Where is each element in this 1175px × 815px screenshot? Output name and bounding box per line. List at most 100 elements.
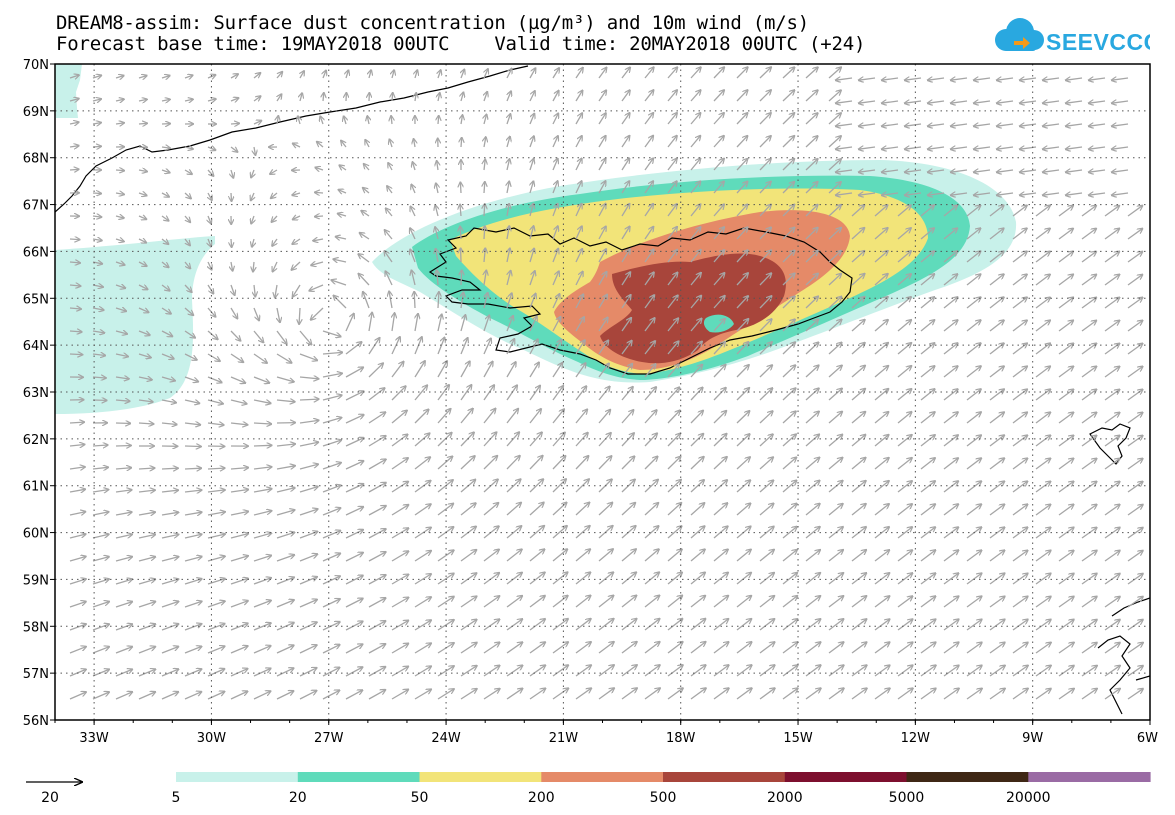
wind-arrow (943, 458, 958, 470)
wind-arrow (966, 643, 982, 654)
wind-arrow (736, 319, 748, 332)
wind-arrow (874, 343, 888, 355)
wind-arrow (828, 573, 843, 585)
wind-arrow (345, 342, 362, 355)
wind-arrow (598, 295, 607, 309)
wind-arrow (230, 468, 248, 469)
wind-arrow (759, 642, 775, 654)
dust-level-5-north-patch (55, 64, 82, 118)
wind-arrow (736, 688, 752, 700)
wind-arrow (207, 376, 222, 382)
wind-arrow (552, 136, 558, 148)
wind-arrow (386, 208, 393, 217)
wind-arrow (387, 186, 393, 194)
wind-arrow (920, 389, 935, 401)
wind-arrow (391, 621, 408, 631)
wind-arrow (989, 389, 1004, 401)
wind-arrow (974, 193, 991, 195)
wind-arrow (782, 319, 795, 332)
wind-arrow (782, 113, 794, 125)
wind-arrow (575, 272, 583, 286)
wind-arrow (230, 669, 248, 677)
wind-arrow (575, 317, 584, 332)
wind-arrow (437, 620, 454, 631)
wind-arrow (391, 505, 408, 516)
wind-arrow (322, 373, 342, 378)
wind-arrow (392, 93, 393, 102)
wind-arrow (437, 550, 454, 562)
legend-label: 5000 (889, 790, 925, 806)
wind-arrow (989, 228, 1004, 240)
wind-arrow (345, 553, 363, 562)
wind-arrow (690, 136, 700, 148)
lat-label: 65N (23, 292, 49, 307)
wind-arrow (1104, 505, 1120, 516)
wind-arrow (667, 503, 681, 516)
wind-arrow (1089, 78, 1106, 80)
wind-arrow (184, 601, 202, 608)
wind-arrow (828, 136, 841, 148)
wind-arrow (997, 170, 1014, 172)
wind-arrow (115, 216, 124, 218)
wind-arrow (759, 434, 773, 447)
wind-arrow (736, 113, 747, 125)
wind-arrow (828, 320, 842, 332)
wind-arrow (1127, 551, 1143, 562)
wind-arrow (805, 481, 820, 493)
wind-arrow (1127, 689, 1143, 700)
wind-arrow (276, 577, 294, 585)
wind-arrow (253, 73, 260, 79)
wind-arrow (989, 504, 1004, 516)
wind-arrow (989, 573, 1005, 585)
wind-arrow (437, 433, 452, 447)
wind-arrow (989, 435, 1004, 447)
wind-arrow (529, 386, 540, 401)
wind-arrow (293, 284, 301, 297)
wind-arrow (575, 113, 582, 125)
wind-arrow (460, 596, 477, 608)
wind-arrow (943, 666, 959, 677)
wind-arrow (414, 620, 431, 631)
wind-arrow (115, 579, 132, 585)
wind-arrow (1104, 252, 1119, 263)
wind-arrow (1112, 124, 1129, 126)
wind-arrow (1012, 366, 1027, 378)
wind-arrow (552, 433, 565, 447)
wind-arrow (690, 90, 701, 102)
wind-arrow (966, 366, 981, 378)
wind-arrow (276, 600, 294, 608)
wind-arrow (138, 170, 147, 172)
wind-arrow (1066, 147, 1083, 149)
wind-arrow (943, 573, 958, 585)
wind-arrow (529, 689, 545, 700)
wind-arrow (598, 665, 614, 677)
wind-arrow (782, 67, 794, 79)
wind-arrow (1081, 482, 1097, 493)
wind-arrow (920, 228, 934, 240)
wind-arrow (69, 308, 81, 309)
wind-arrow (621, 688, 637, 700)
wind-arrow (1089, 193, 1106, 195)
wind-arrow (598, 341, 608, 355)
wind-arrow (851, 573, 866, 585)
wind-arrow (529, 526, 544, 539)
wind-arrow (989, 597, 1005, 608)
wind-arrow (736, 411, 749, 424)
wind-arrow (161, 692, 178, 700)
wind-arrow (920, 274, 934, 286)
wind-arrow (736, 273, 748, 286)
wind-arrow (897, 297, 911, 309)
wind-arrow (410, 250, 416, 263)
wind-arrow (368, 363, 383, 378)
wind-arrow (966, 689, 982, 700)
wind-arrow (414, 433, 430, 447)
wind-arrow (92, 624, 109, 631)
wind-arrow (713, 136, 724, 148)
wind-arrow (207, 330, 218, 339)
wind-arrow (161, 76, 170, 78)
wind-arrow (713, 182, 724, 194)
wind-arrow (997, 78, 1014, 80)
wind-arrow (905, 170, 922, 172)
wind-arrow (460, 409, 473, 424)
wind-arrow (782, 573, 797, 585)
